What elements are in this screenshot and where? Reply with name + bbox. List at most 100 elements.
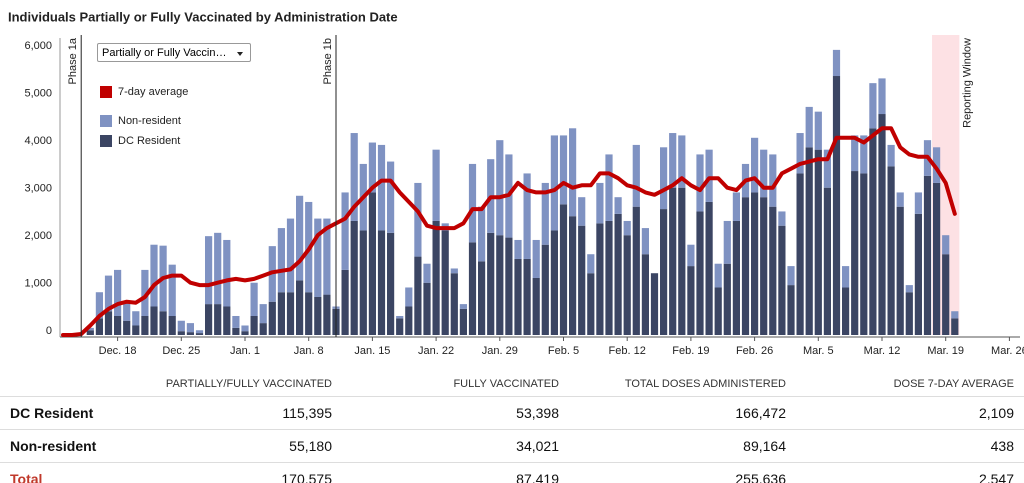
y-tick-label: 5,000 <box>24 87 52 99</box>
bar-segment <box>223 306 231 335</box>
x-tick-label: Dec. 25 <box>162 345 200 357</box>
bar-segment <box>387 161 395 233</box>
phase-label: Phase 1b <box>322 38 334 84</box>
bar-segment <box>514 239 522 259</box>
bar-segment <box>869 128 877 335</box>
bar-segment <box>150 244 158 307</box>
bar-segment <box>923 175 932 335</box>
bar-segment <box>186 332 194 335</box>
bar-segment <box>250 282 258 316</box>
bar-segment <box>887 144 895 167</box>
x-tick-label: Mar. 5 <box>803 345 834 357</box>
bar-segment <box>914 213 922 335</box>
bar-segment <box>223 239 231 307</box>
bar-segment <box>942 235 950 255</box>
cell-value: 89,164 <box>743 438 786 454</box>
bar-segment <box>450 273 458 335</box>
bar-segment <box>559 135 568 205</box>
bar-segment <box>123 320 131 335</box>
bar-segment <box>132 311 140 326</box>
bar-segment <box>860 135 868 174</box>
bar-segment <box>951 318 959 335</box>
bar-segment <box>314 218 322 297</box>
bar-segment <box>578 225 586 335</box>
bar-segment <box>405 306 413 335</box>
y-tick-label: 2,000 <box>24 230 52 242</box>
bar-segment <box>277 228 285 293</box>
cell-value: 115,395 <box>282 405 332 421</box>
bar-segment <box>842 266 850 288</box>
bar-segment <box>860 173 868 335</box>
bar-segment <box>341 269 349 335</box>
y-tick-label: 6,000 <box>24 40 52 52</box>
legend-swatch <box>100 115 112 127</box>
bar-segment <box>578 197 586 226</box>
bar-segment <box>286 218 295 293</box>
bar-segment <box>241 325 249 332</box>
column-header: PARTIALLY/FULLY VACCINATED <box>165 378 332 390</box>
bar-segment <box>314 296 322 335</box>
bar-segment <box>478 261 486 335</box>
cell-value: 2,547 <box>978 471 1014 483</box>
bar-segment <box>796 133 804 174</box>
dropdown[interactable]: Partially or Fully Vaccin… <box>97 43 251 62</box>
bar-segment <box>641 254 649 335</box>
bar-segment <box>687 244 695 267</box>
cell-value: 87,419 <box>516 471 559 483</box>
bar-segment <box>123 301 131 321</box>
bar-segment <box>214 232 222 305</box>
legend-swatch <box>100 86 112 98</box>
bar-segment <box>441 230 449 335</box>
bar-segment <box>86 330 94 335</box>
bar-segment <box>305 292 313 335</box>
bar-segment <box>523 173 531 259</box>
bar-segment <box>214 304 222 335</box>
x-tick-label: Feb. 19 <box>672 345 709 357</box>
cell-value: 255,636 <box>735 471 786 483</box>
bar-segment <box>241 331 249 335</box>
bar-segment <box>678 187 686 335</box>
bar-segment <box>623 220 631 236</box>
bar-segment <box>86 327 94 331</box>
bar-segment <box>741 197 750 335</box>
table-row: DC Resident 115,395 53,398 166,472 2,109 <box>0 396 1024 429</box>
bar-segment <box>159 311 167 335</box>
bar-segment <box>650 273 659 335</box>
bar-segment <box>878 78 886 115</box>
bar-segment <box>541 244 549 335</box>
bar-segment <box>387 232 395 335</box>
bar-segment <box>914 192 922 214</box>
column-header: DOSE 7-DAY AVERAGE <box>893 378 1014 390</box>
bar-segment <box>104 311 113 335</box>
legend-label: Non-resident <box>118 115 181 127</box>
bar-segment <box>951 311 959 319</box>
row-label: Total <box>10 471 43 483</box>
bar-segment <box>714 263 722 288</box>
bar-segment <box>405 287 413 307</box>
cell-value: 53,398 <box>516 405 559 421</box>
bar-segment <box>687 266 695 335</box>
bar-segment <box>669 133 677 188</box>
x-tick-label: Jan. 1 <box>230 345 260 357</box>
bar-segment <box>842 287 850 335</box>
bar-segment <box>141 315 149 335</box>
bar-segment <box>696 211 704 335</box>
bar-segment <box>678 135 686 188</box>
bar-segment <box>523 258 531 335</box>
bar-segment <box>132 325 140 335</box>
bar-segment <box>396 315 404 319</box>
bar-segment <box>660 209 668 335</box>
cell-value: 55,180 <box>289 438 332 454</box>
window-label: Reporting Window <box>961 38 973 128</box>
y-tick-label: 1,000 <box>24 277 52 289</box>
x-tick-label: Mar. 19 <box>927 345 964 357</box>
bar-segment <box>869 83 877 129</box>
bar-segment <box>878 114 886 335</box>
average-line <box>61 126 957 337</box>
bar-segment <box>832 76 841 336</box>
bar-segment <box>459 308 467 335</box>
bar-segment <box>705 201 713 335</box>
bar-segment <box>769 206 777 335</box>
bar-segment <box>350 220 358 335</box>
x-tick-label: Feb. 26 <box>736 345 773 357</box>
